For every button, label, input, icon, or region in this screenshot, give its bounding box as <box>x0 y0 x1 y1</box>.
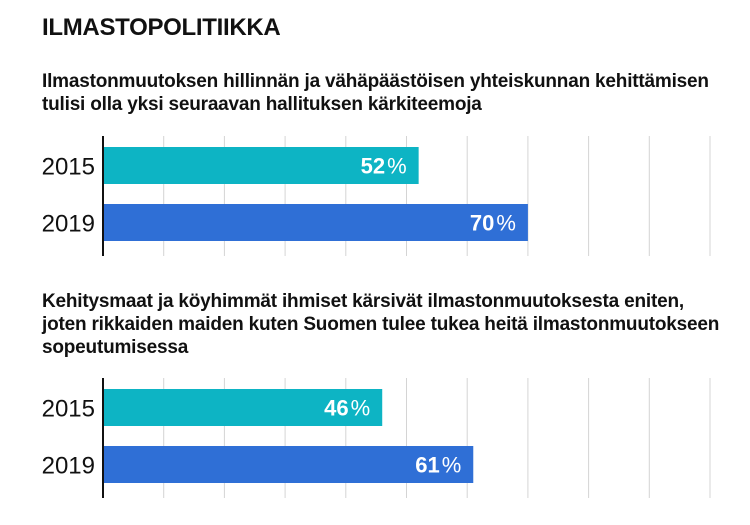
category-label-2019: 2019 <box>42 211 95 238</box>
category-label-2015: 2015 <box>42 154 95 181</box>
value-label-2015: 46% <box>324 396 370 421</box>
value-label-2019: 61% <box>415 453 461 478</box>
bar-2015 <box>103 389 383 426</box>
chart-title-1: Ilmastonmuutoksen hillinnän ja vähäpääst… <box>42 71 709 115</box>
bar-2019 <box>103 446 474 483</box>
category-label-2015: 2015 <box>42 396 95 423</box>
chart-1: 2015 52% 2019 70% <box>42 136 711 256</box>
chart-title-2: Kehitysmaat ja köyhimmät ihmiset kärsivä… <box>42 291 720 358</box>
page-title: ILMASTOPOLITIIKKA <box>42 14 281 41</box>
value-label-2019: 70% <box>470 211 516 236</box>
bar-2015 <box>103 147 419 184</box>
bar-2019 <box>103 204 528 241</box>
value-label-2015: 52% <box>361 154 407 179</box>
category-label-2019: 2019 <box>42 453 95 480</box>
chart-2: 2015 46% 2019 61% <box>42 378 711 498</box>
